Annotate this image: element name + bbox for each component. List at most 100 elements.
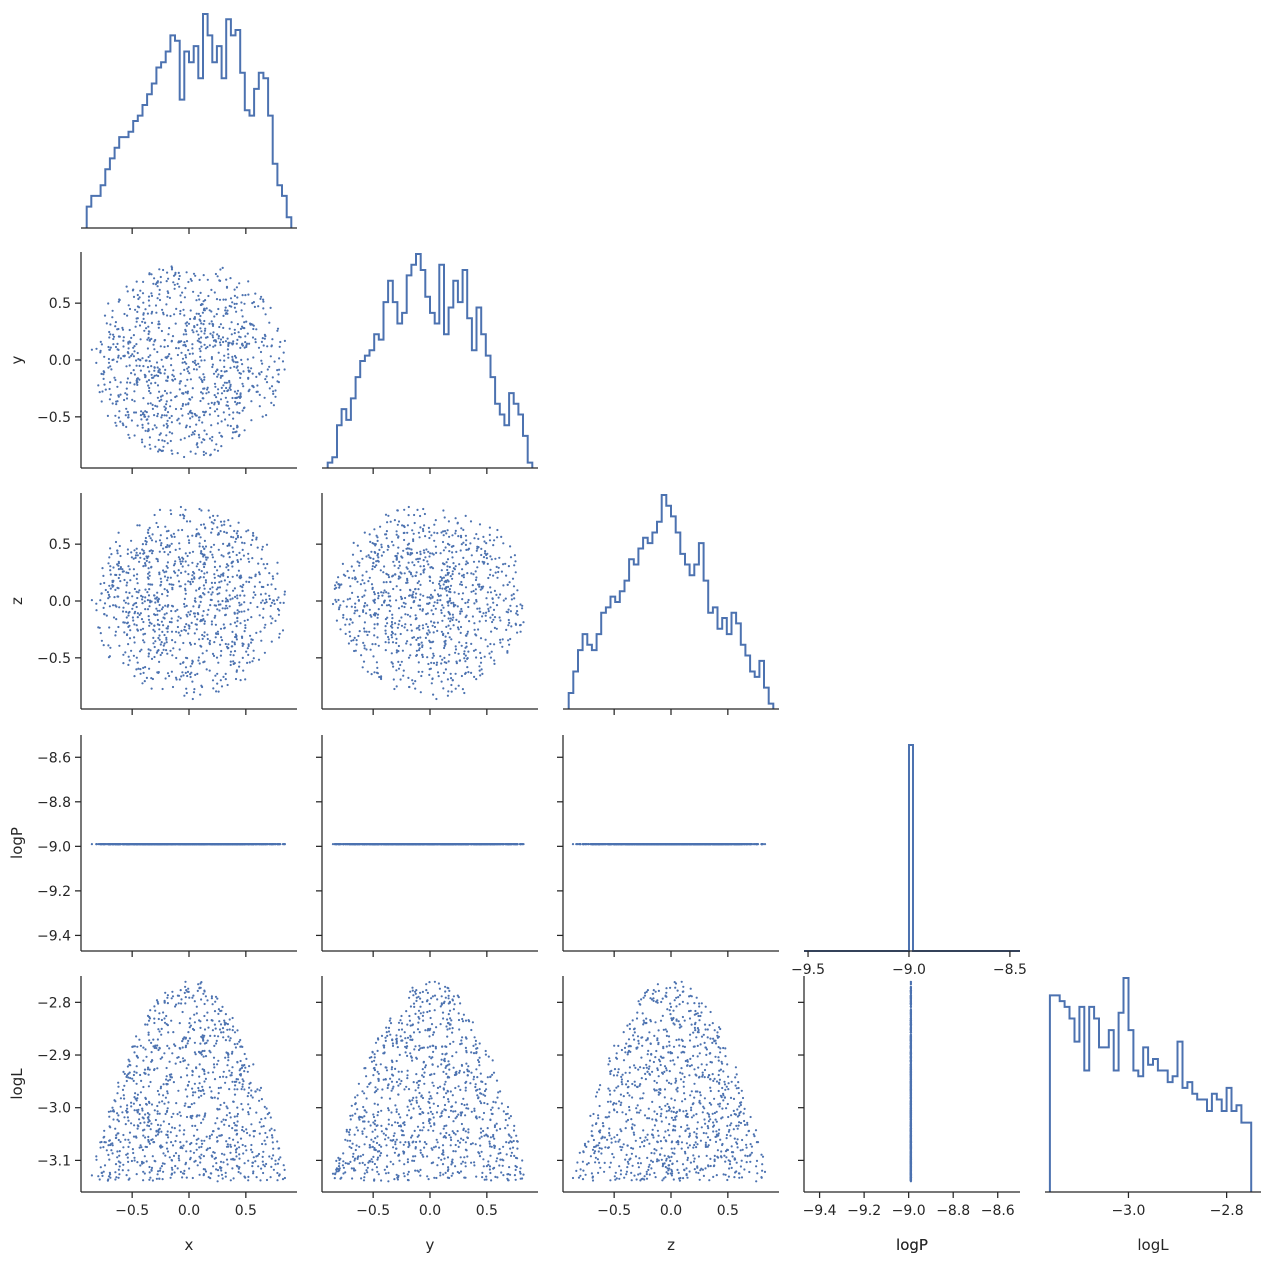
scatter-point — [433, 601, 436, 604]
scatter-point — [145, 540, 148, 544]
scatter-point — [198, 545, 201, 548]
scatter-point — [509, 610, 512, 613]
scatter-point — [344, 623, 347, 626]
scatter-point — [199, 291, 202, 294]
scatter-point — [480, 585, 483, 589]
scatter-point — [201, 421, 204, 424]
scatter-point — [198, 318, 201, 321]
scatter-point — [131, 607, 134, 610]
scatter-point — [157, 843, 160, 846]
scatter-point — [201, 545, 204, 548]
scatter-point — [167, 355, 170, 358]
scatter-point — [156, 618, 159, 622]
scatter-point — [334, 584, 337, 587]
scatter-point — [268, 387, 271, 390]
scatter-point — [230, 321, 233, 324]
scatter-point — [261, 415, 264, 418]
scatter-point — [449, 627, 452, 630]
scatter-point — [102, 377, 105, 380]
scatter-point — [440, 569, 443, 572]
scatter-point — [479, 843, 482, 846]
scatter-point — [241, 294, 244, 297]
scatter-point — [378, 548, 381, 552]
scatter-point — [215, 443, 218, 446]
scatter-point — [203, 332, 206, 335]
scatter-point — [204, 452, 208, 455]
scatter-point — [278, 345, 281, 348]
scatter-point — [222, 623, 225, 626]
scatter-point — [466, 666, 469, 669]
scatter-point — [184, 843, 187, 846]
scatter-point — [422, 571, 425, 574]
scatter-point — [171, 432, 174, 435]
scatter-point — [356, 595, 359, 599]
scatter-point — [483, 540, 486, 543]
scatter-point — [229, 650, 233, 653]
scatter-point — [218, 298, 222, 301]
scatter-point — [406, 640, 409, 643]
scatter-point — [430, 641, 434, 644]
scatter-point — [417, 588, 420, 591]
scatter-point — [418, 647, 421, 650]
scatter-point — [417, 531, 420, 534]
scatter-point — [101, 390, 104, 393]
scatter-point — [262, 300, 265, 303]
scatter-point — [195, 312, 198, 315]
scatter-point — [156, 412, 159, 415]
scatter-point — [227, 643, 230, 646]
scatter-point — [213, 565, 216, 569]
scatter-point — [103, 602, 107, 605]
scatter-point — [464, 672, 467, 676]
scatter-point — [492, 601, 495, 604]
scatter-point — [170, 449, 173, 452]
scatter-point — [477, 537, 480, 541]
scatter-point — [224, 607, 227, 610]
scatter-point — [413, 513, 416, 517]
scatter-point — [270, 843, 273, 846]
scatter-point — [383, 565, 386, 568]
scatter-point — [147, 615, 150, 618]
scatter-point — [446, 571, 449, 575]
scatter-point — [414, 574, 417, 577]
scatter-point — [165, 530, 168, 533]
scatter-point — [231, 358, 234, 361]
scatter-point — [135, 364, 138, 367]
scatter-point — [182, 674, 185, 677]
scatter-point — [418, 628, 421, 631]
scatter-point — [426, 843, 429, 846]
scatter-point — [377, 594, 380, 598]
scatter-point — [184, 552, 187, 555]
scatter-point — [187, 539, 191, 542]
scatter-point — [132, 295, 136, 298]
scatter-point — [103, 613, 106, 616]
scatter-point — [276, 561, 279, 564]
scatter-point — [188, 551, 191, 555]
scatter-point — [191, 680, 194, 683]
scatter-point — [263, 333, 266, 336]
scatter-point — [362, 610, 365, 614]
scatter-point — [224, 672, 227, 676]
scatter-point — [342, 573, 345, 576]
scatter-point — [112, 843, 115, 846]
scatter-point — [144, 359, 147, 362]
scatter-point — [373, 591, 376, 594]
scatter-point — [384, 618, 387, 621]
scatter-point — [478, 523, 482, 526]
scatter-point — [236, 426, 239, 429]
scatter-point — [162, 616, 165, 619]
scatter-point — [235, 392, 238, 395]
scatter-point — [450, 602, 453, 605]
scatter-point — [492, 608, 496, 612]
scatter-point — [454, 843, 457, 846]
scatter-point — [141, 426, 144, 429]
scatter-point — [464, 514, 467, 518]
scatter-point — [163, 345, 166, 348]
scatter-point — [245, 320, 248, 323]
scatter-point — [460, 580, 463, 584]
scatter-point — [164, 368, 167, 371]
scatter-point — [148, 339, 151, 342]
scatter-point — [405, 547, 408, 550]
scatter-point — [134, 556, 137, 560]
scatter-point — [147, 428, 150, 431]
scatter-point — [138, 650, 142, 653]
